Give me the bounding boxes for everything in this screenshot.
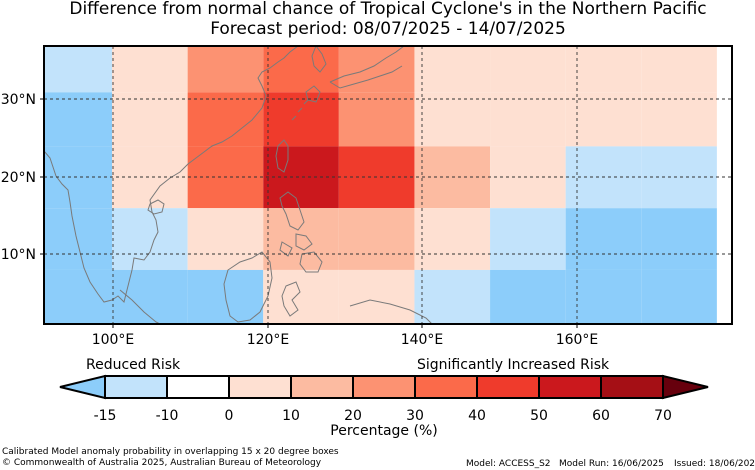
- anomaly-cell: [565, 92, 642, 147]
- y-tick-20n: 20°N: [1, 170, 36, 186]
- x-tick-100e: 100°E: [92, 332, 135, 348]
- anomaly-cell: [414, 92, 491, 147]
- footer-model-run: Model Run: 16/06/2025: [559, 459, 664, 469]
- mainland-coastline: [44, 46, 299, 303]
- anomaly-cell: [414, 269, 491, 324]
- anomaly-cell: [44, 46, 113, 93]
- colorbar-tick: 20: [344, 408, 362, 424]
- anomaly-cell: [263, 269, 339, 324]
- y-tick-10n: 10°N: [1, 247, 36, 263]
- colorbar-tick: 30: [406, 408, 424, 424]
- anomaly-cell: [44, 92, 113, 147]
- coastlines: [44, 46, 433, 324]
- anomaly-cell: [641, 208, 717, 270]
- footer-note: Calibrated Model anomaly probability in …: [2, 447, 339, 457]
- ryukyu-islands: [291, 99, 309, 121]
- colorbar-bin-2: [166, 375, 230, 399]
- anomaly-cell: [263, 92, 339, 147]
- anomaly-cell: [338, 208, 415, 270]
- colorbar-under-arrow: [59, 374, 106, 400]
- anomaly-cell: [641, 46, 717, 93]
- colorbar-tick: -15: [94, 408, 117, 424]
- colorbar-bin-1: [104, 375, 168, 399]
- colorbar-tick: 0: [225, 408, 234, 424]
- luzon-coastline: [279, 191, 305, 231]
- anomaly-cell: [338, 269, 415, 324]
- footer-issued: Issued: 18/06/2025: [674, 459, 755, 469]
- anomaly-cell: [44, 208, 113, 270]
- colorbar-tick: -10: [156, 408, 179, 424]
- colorbar-tick: 60: [592, 408, 610, 424]
- colorbar: [59, 374, 709, 400]
- sumatra-coastline: [119, 289, 161, 324]
- anomaly-cell: [112, 92, 188, 147]
- colorbar-bin-5: [352, 375, 416, 399]
- x-tick-160e: 160°E: [556, 332, 599, 348]
- colorbar-bin-7: [476, 375, 540, 399]
- anomaly-cell: [641, 269, 717, 324]
- x-tick-140e: 140°E: [401, 332, 444, 348]
- colorbar-bin-9: [600, 375, 664, 399]
- colorbar-axis-label: Percentage (%): [330, 423, 437, 439]
- sulawesi-coastline: [281, 281, 301, 317]
- map-frame: [43, 45, 733, 325]
- anomaly-grid: [44, 46, 717, 324]
- colorbar-tick: 10: [282, 408, 300, 424]
- anomaly-cell: [112, 269, 188, 324]
- colorbar-tick: 50: [530, 408, 548, 424]
- anomaly-cell: [565, 208, 642, 270]
- anomaly-cell: [490, 208, 566, 270]
- colorbar-bin-3: [228, 375, 292, 399]
- anomaly-cell: [490, 92, 566, 147]
- increased-risk-label: Significantly Increased Risk: [417, 357, 610, 373]
- anomaly-cell: [187, 208, 264, 270]
- forecast-period: Forecast period: 08/07/2025 - 14/07/2025: [210, 19, 566, 39]
- anomaly-cell: [44, 269, 113, 324]
- colorbar-bin-4: [290, 375, 354, 399]
- anomaly-cell: [263, 46, 339, 93]
- graticule: [44, 46, 732, 324]
- colorbar-bin-8: [538, 375, 602, 399]
- colorbar-tick: 40: [468, 408, 486, 424]
- colorbar-over-arrow: [662, 374, 709, 400]
- korea-coastline: [311, 46, 327, 73]
- anomaly-cell: [490, 269, 566, 324]
- anomaly-cell: [414, 208, 491, 270]
- reduced-risk-label: Reduced Risk: [86, 357, 181, 373]
- anomaly-cell: [338, 92, 415, 147]
- anomaly-cell: [414, 46, 491, 93]
- colorbar-tick: 70: [654, 408, 672, 424]
- honshu-coastline: [329, 46, 405, 89]
- x-tick-120e: 120°E: [247, 332, 290, 348]
- anomaly-cell: [641, 92, 717, 147]
- footer-copyright: © Commonwealth of Australia 2025, Austra…: [2, 458, 322, 468]
- colorbar-bin-6: [414, 375, 478, 399]
- taiwan-coastline: [275, 139, 289, 173]
- hainan-coastline: [147, 199, 165, 215]
- map-title: Difference from normal chance of Tropica…: [69, 0, 707, 19]
- anomaly-cell: [112, 46, 188, 93]
- y-tick-30n: 30°N: [1, 92, 36, 108]
- footer-model: Model: ACCESS_S2: [466, 459, 551, 469]
- mindanao-coastline: [299, 251, 323, 273]
- visayas-coastline: [279, 233, 313, 257]
- anomaly-cell: [187, 92, 264, 147]
- new-guinea-coastline: [349, 299, 433, 324]
- anomaly-cell: [187, 46, 264, 93]
- borneo-coastline: [223, 251, 273, 323]
- anomaly-cell: [112, 208, 188, 270]
- anomaly-cell: [565, 46, 642, 93]
- x-axis-ticks: [40, 98, 578, 328]
- anomaly-cell: [490, 46, 566, 93]
- kyushu-coastline: [305, 85, 321, 103]
- anomaly-cell: [565, 269, 642, 324]
